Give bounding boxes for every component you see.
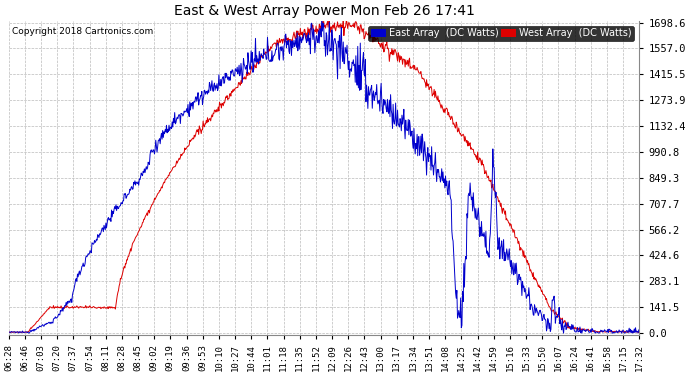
Legend: East Array  (DC Watts), West Array  (DC Watts): East Array (DC Watts), West Array (DC Wa… [368, 26, 634, 41]
Text: Copyright 2018 Cartronics.com: Copyright 2018 Cartronics.com [12, 27, 153, 36]
Title: East & West Array Power Mon Feb 26 17:41: East & West Array Power Mon Feb 26 17:41 [174, 4, 475, 18]
